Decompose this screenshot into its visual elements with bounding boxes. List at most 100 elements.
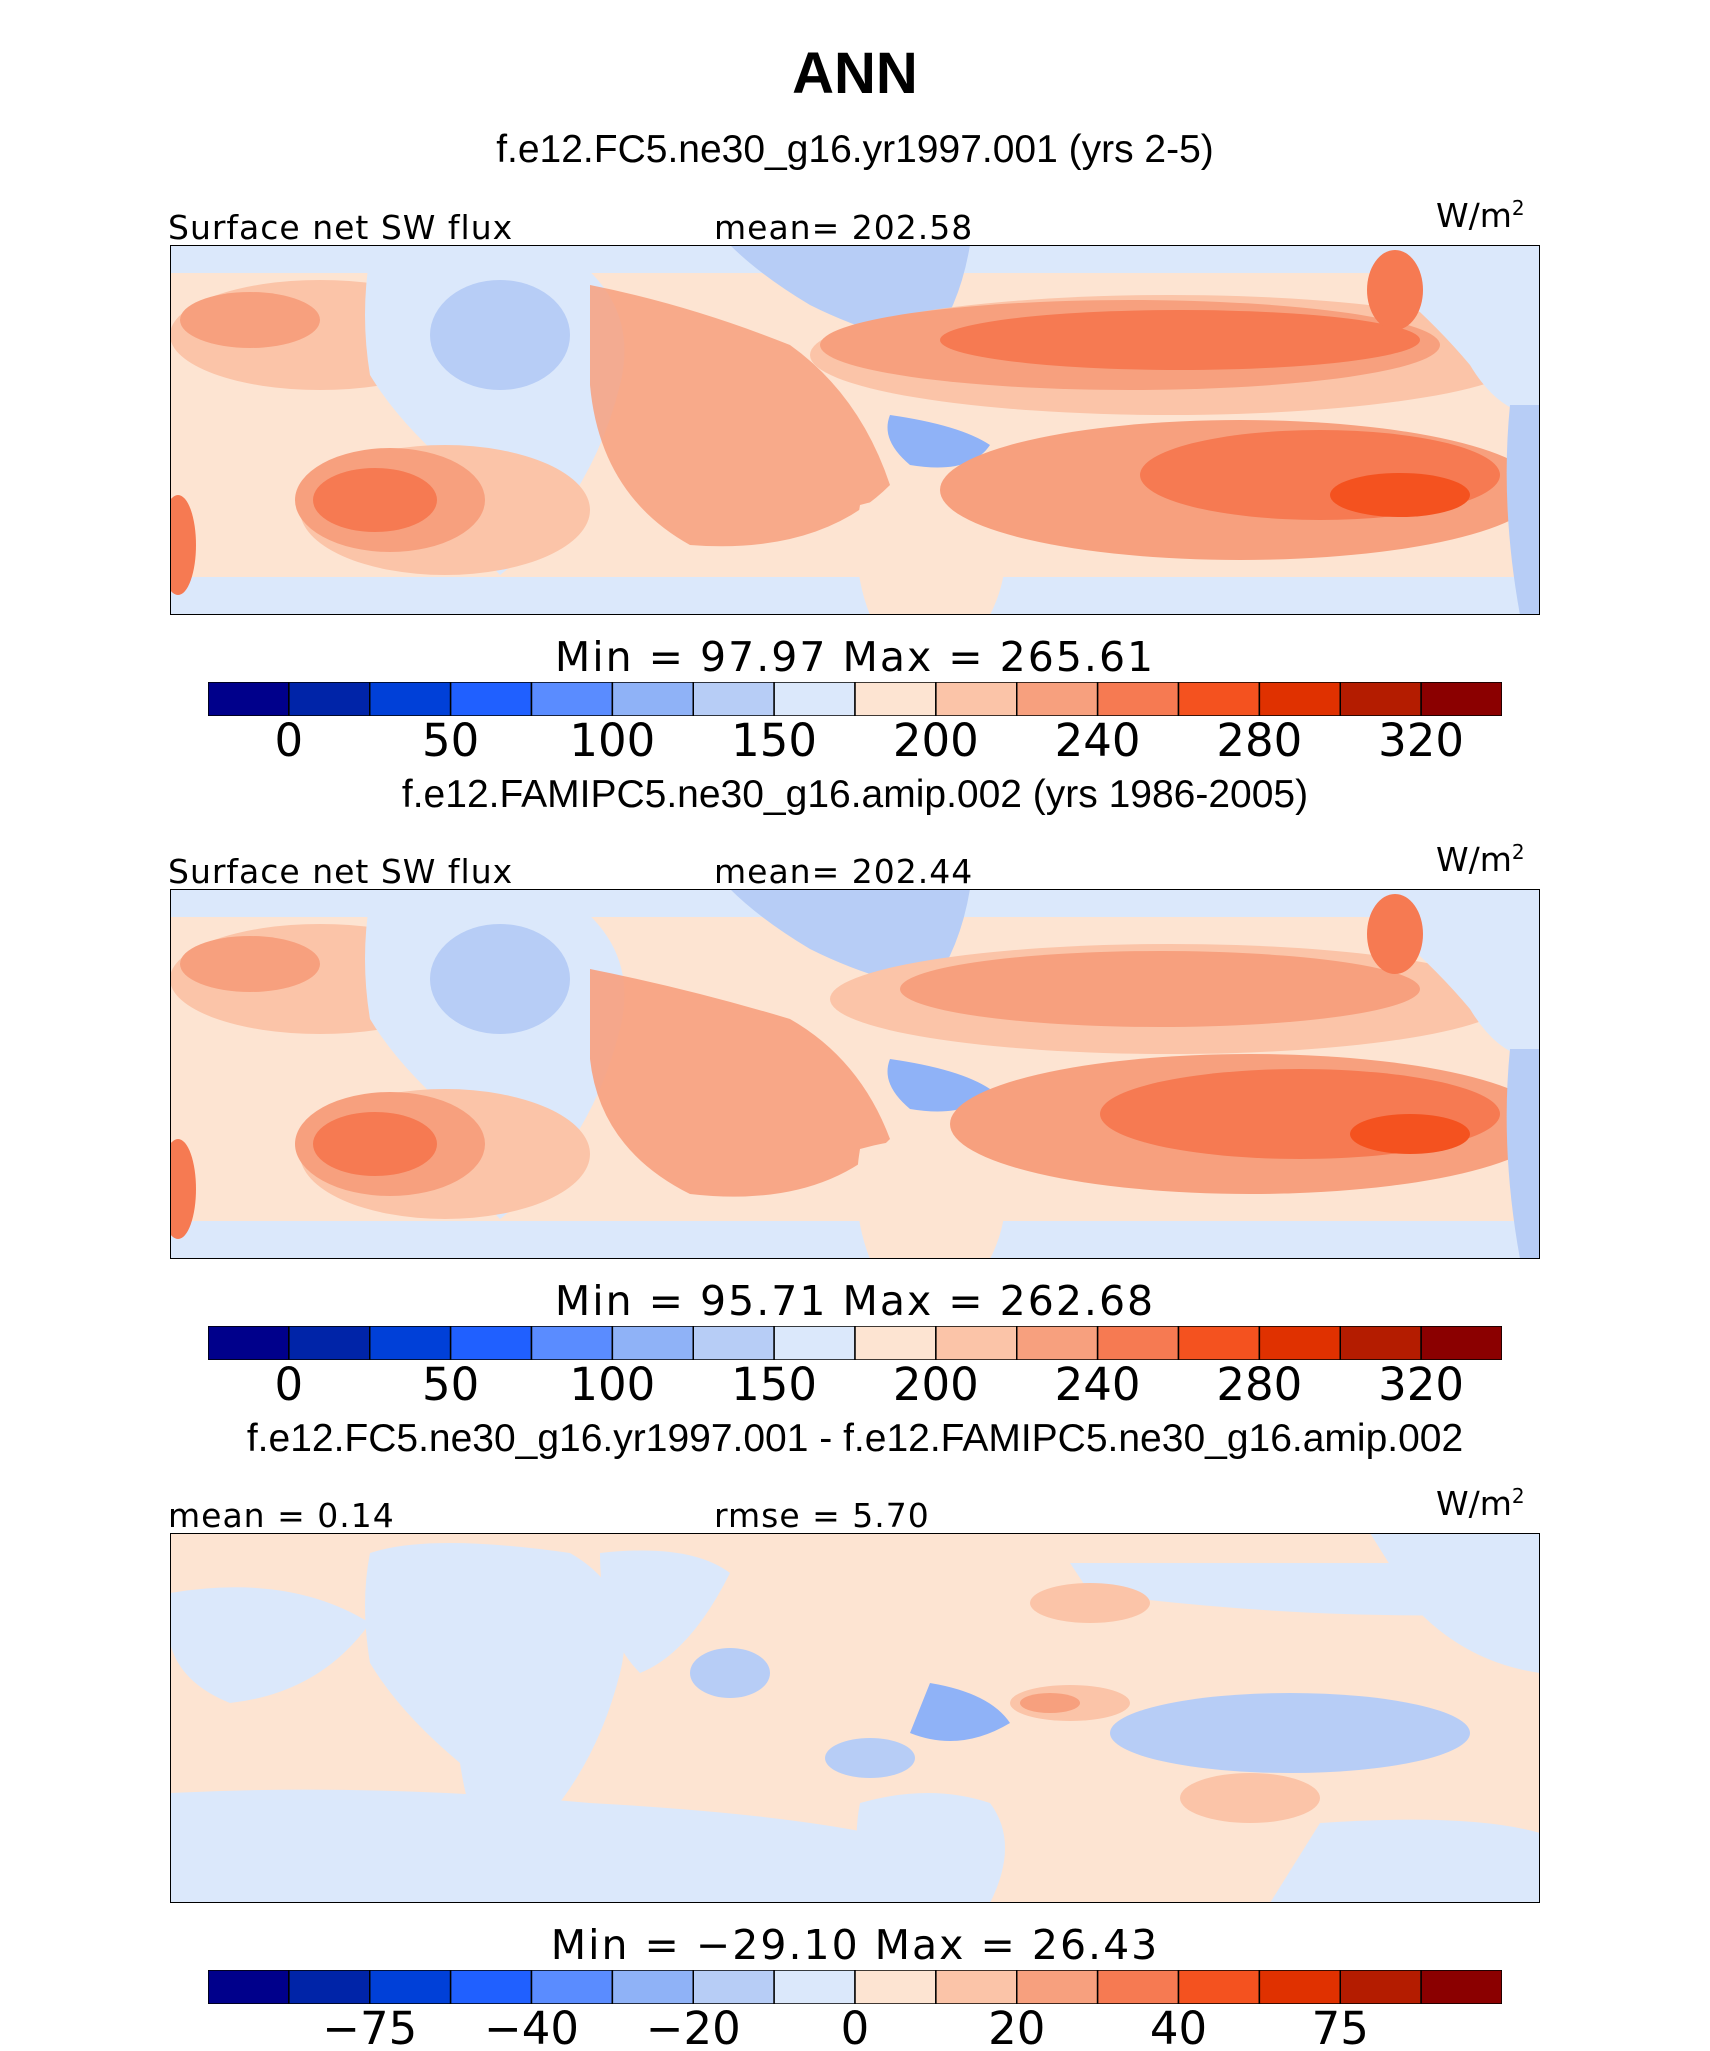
colorbar-tick-label: 20 bbox=[988, 2004, 1046, 2051]
colorbar-tick-label: 100 bbox=[569, 714, 656, 767]
colorbar-box bbox=[288, 1326, 371, 1360]
colorbar-box bbox=[288, 1970, 371, 2004]
panel-1-map bbox=[170, 245, 1540, 615]
colorbar-tick-label: 100 bbox=[569, 1358, 656, 1411]
colorbar-tick-label: 240 bbox=[1054, 714, 1141, 767]
colorbar-tick-label: 280 bbox=[1216, 714, 1303, 767]
colorbar-box bbox=[1258, 1326, 1341, 1360]
land-indonesia bbox=[910, 1683, 1010, 1741]
colorbar-box bbox=[1016, 682, 1099, 716]
colorbar-box bbox=[1016, 1970, 1099, 2004]
shade-region bbox=[1030, 1583, 1150, 1623]
colorbar-tick-label: 75 bbox=[1311, 2004, 1369, 2051]
colorbar-box bbox=[1339, 682, 1422, 716]
panel-1-colorbar bbox=[208, 682, 1502, 716]
colorbar-box bbox=[369, 1326, 452, 1360]
panel-3-subtitle: f.e12.FC5.ne30_g16.yr1997.001 - f.e12.FA… bbox=[246, 1417, 1464, 1460]
colorbar-box bbox=[935, 1326, 1018, 1360]
land-africa bbox=[365, 1543, 625, 1863]
land-australia bbox=[856, 495, 1005, 615]
colorbar-box bbox=[1258, 682, 1341, 716]
colorbar-box bbox=[1339, 1326, 1422, 1360]
colorbar-box bbox=[773, 682, 856, 716]
colorbar-tick-label: 50 bbox=[421, 1358, 480, 1411]
land-americas bbox=[1370, 1533, 1540, 1673]
colorbar-box bbox=[854, 1326, 937, 1360]
colorbar-tick-label: 0 bbox=[840, 2004, 870, 2051]
shade-region bbox=[1330, 473, 1470, 517]
colorbar-tick-label: 150 bbox=[731, 1358, 818, 1411]
colorbar-box bbox=[1177, 1970, 1261, 2004]
shade-region bbox=[1367, 894, 1423, 974]
panel-3-colorbar-ticks: −75 −40 −20 0 20 40 75 bbox=[0, 2004, 1710, 2051]
colorbar-box bbox=[530, 682, 614, 716]
panel-1-units: W/m2 bbox=[1436, 196, 1525, 235]
colorbar-box bbox=[1096, 682, 1180, 716]
polar-band-south bbox=[170, 1221, 1540, 1259]
colorbar-box bbox=[208, 1326, 290, 1360]
panel-2-variable-label: Surface net SW flux bbox=[168, 852, 514, 891]
panel-1-variable-label: Surface net SW flux bbox=[168, 208, 514, 247]
shade-region bbox=[940, 310, 1420, 370]
colorbar-tick-label: 150 bbox=[731, 714, 818, 767]
land-indonesia bbox=[887, 1059, 990, 1112]
colorbar-box bbox=[288, 682, 371, 716]
panel-2-minmax: Min = 95.71 Max = 262.68 bbox=[554, 1277, 1156, 1325]
colorbar-box bbox=[935, 1970, 1018, 2004]
colorbar-tick-label: 50 bbox=[421, 714, 480, 767]
shade-region bbox=[313, 1112, 437, 1176]
shade-region bbox=[313, 468, 437, 532]
colorbar-box bbox=[1339, 1970, 1422, 2004]
panel-2-subtitle: f.e12.FAMIPC5.ne30_g16.amip.002 (yrs 198… bbox=[401, 773, 1309, 816]
land-americas bbox=[1340, 889, 1540, 1059]
colorbar-box bbox=[1258, 1970, 1341, 2004]
shade-region bbox=[1020, 1693, 1080, 1713]
colorbar-box bbox=[692, 682, 775, 716]
shade-region bbox=[1350, 1114, 1470, 1154]
shade-region bbox=[430, 280, 570, 390]
panel-3-units: W/m2 bbox=[1436, 1484, 1525, 1523]
land-south-america bbox=[1506, 405, 1540, 615]
colorbar-tick-label: −40 bbox=[484, 2004, 579, 2051]
colorbar-box bbox=[1016, 1326, 1099, 1360]
colorbar-box bbox=[773, 1326, 856, 1360]
colorbar-tick-label: 200 bbox=[892, 1358, 979, 1411]
colorbar-box bbox=[1096, 1326, 1180, 1360]
colorbar-tick-label: −20 bbox=[645, 2004, 741, 2051]
shade-region bbox=[430, 924, 570, 1034]
colorbar-box bbox=[611, 682, 694, 716]
land-americas bbox=[1340, 245, 1540, 415]
colorbar-box bbox=[1177, 1326, 1261, 1360]
colorbar-box bbox=[530, 1326, 614, 1360]
colorbar-box bbox=[1420, 682, 1502, 716]
shade-region bbox=[170, 1587, 370, 1703]
panel-1-minmax: Min = 97.97 Max = 265.61 bbox=[554, 633, 1156, 681]
colorbar-box bbox=[449, 682, 533, 716]
panel-3-rmse-label: rmse = 5.70 bbox=[714, 1496, 930, 1535]
panel-2-units: W/m2 bbox=[1436, 840, 1525, 879]
colorbar-tick-label: 200 bbox=[892, 714, 979, 767]
colorbar-box bbox=[449, 1970, 533, 2004]
colorbar-box bbox=[530, 1970, 614, 2004]
colorbar-tick-label: −75 bbox=[322, 2004, 418, 2051]
colorbar-box bbox=[1096, 1970, 1180, 2004]
shade-region bbox=[180, 292, 320, 348]
land-south-america bbox=[1506, 1049, 1540, 1259]
shade-region bbox=[590, 285, 890, 547]
shade-region bbox=[1110, 1693, 1470, 1773]
polar-band-south bbox=[170, 577, 1540, 615]
colorbar-box bbox=[369, 1970, 452, 2004]
panel-2-colorbar-ticks: 0 50 100 150 200 240 280 320 bbox=[0, 1358, 1710, 1420]
colorbar-box bbox=[208, 1970, 290, 2004]
panel-1-mean-label: mean= 202.58 bbox=[714, 208, 974, 247]
shade-region bbox=[170, 495, 196, 595]
shade-region bbox=[900, 951, 1420, 1027]
colorbar-tick-label: 0 bbox=[274, 714, 304, 767]
shade-region bbox=[170, 1139, 196, 1239]
colorbar-box bbox=[611, 1326, 694, 1360]
shade-region bbox=[690, 1648, 770, 1698]
panel-2-colorbar bbox=[208, 1326, 1502, 1360]
colorbar-tick-label: 320 bbox=[1378, 714, 1465, 767]
shade-region bbox=[825, 1738, 915, 1778]
shade-region bbox=[180, 936, 320, 992]
